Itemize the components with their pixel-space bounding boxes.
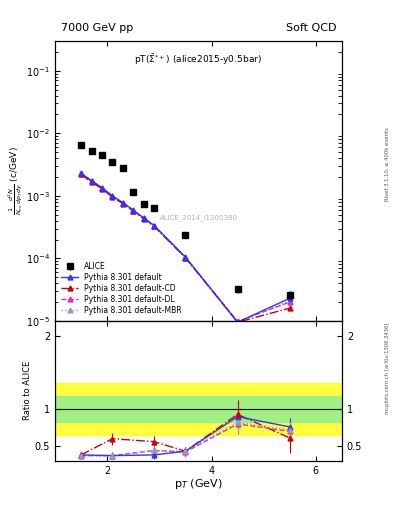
Pythia 8.301 default-CD	[131, 208, 136, 214]
Pythia 8.301 default-DL	[152, 223, 156, 229]
Pythia 8.301 default-DL	[287, 299, 292, 305]
Pythia 8.301 default-CD	[79, 172, 83, 178]
Pythia 8.301 default-MBR	[141, 215, 146, 221]
Pythia 8.301 default	[79, 170, 83, 176]
Pythia 8.301 default-CD	[141, 216, 146, 222]
Pythia 8.301 default	[183, 254, 188, 260]
Pythia 8.301 default-CD	[110, 194, 115, 200]
Pythia 8.301 default	[89, 178, 94, 184]
Text: Rivet 3.1.10, ≥ 400k events: Rivet 3.1.10, ≥ 400k events	[385, 127, 390, 201]
Pythia 8.301 default	[99, 185, 104, 191]
Pythia 8.301 default	[152, 222, 156, 228]
Pythia 8.301 default-MBR	[183, 254, 188, 260]
Pythia 8.301 default	[110, 193, 115, 199]
Pythia 8.301 default	[287, 295, 292, 301]
Pythia 8.301 default-DL	[131, 207, 136, 214]
Pythia 8.301 default-MBR	[121, 200, 125, 206]
Pythia 8.301 default-CD	[235, 319, 240, 325]
Text: Soft QCD: Soft QCD	[286, 23, 336, 33]
Bar	[55, 396, 342, 422]
Pythia 8.301 default-CD	[99, 186, 104, 192]
Pythia 8.301 default-CD	[89, 179, 94, 185]
Bar	[55, 383, 342, 435]
Text: mcplots.cern.ch [arXiv:1306.3436]: mcplots.cern.ch [arXiv:1306.3436]	[385, 323, 390, 414]
Y-axis label: Ratio to ALICE: Ratio to ALICE	[23, 361, 32, 420]
Line: Pythia 8.301 default: Pythia 8.301 default	[79, 171, 292, 325]
X-axis label: p$_{T}$ (GeV): p$_{T}$ (GeV)	[174, 477, 223, 491]
Pythia 8.301 default-CD	[287, 305, 292, 311]
Pythia 8.301 default-MBR	[152, 223, 156, 229]
Pythia 8.301 default-MBR	[131, 207, 136, 214]
Line: Pythia 8.301 default-MBR: Pythia 8.301 default-MBR	[79, 171, 292, 325]
Pythia 8.301 default	[121, 200, 125, 206]
Pythia 8.301 default	[235, 319, 240, 325]
Pythia 8.301 default-CD	[152, 223, 156, 229]
Text: 7000 GeV pp: 7000 GeV pp	[61, 23, 133, 33]
Pythia 8.301 default-MBR	[79, 170, 83, 177]
Pythia 8.301 default	[141, 215, 146, 221]
Pythia 8.301 default-MBR	[99, 185, 104, 191]
Text: pT($\bar{\Sigma}^{*+}$) (alice2015-y0.5bar): pT($\bar{\Sigma}^{*+}$) (alice2015-y0.5b…	[134, 52, 263, 67]
Pythia 8.301 default-MBR	[110, 193, 115, 199]
Pythia 8.301 default-MBR	[287, 297, 292, 304]
Pythia 8.301 default-DL	[121, 200, 125, 206]
Legend: ALICE, Pythia 8.301 default, Pythia 8.301 default-CD, Pythia 8.301 default-DL, P: ALICE, Pythia 8.301 default, Pythia 8.30…	[59, 260, 184, 317]
Pythia 8.301 default-DL	[89, 178, 94, 184]
Pythia 8.301 default-DL	[99, 185, 104, 191]
Pythia 8.301 default-CD	[121, 201, 125, 207]
Pythia 8.301 default-MBR	[235, 319, 240, 325]
Pythia 8.301 default-DL	[110, 194, 115, 200]
Pythia 8.301 default-DL	[141, 216, 146, 222]
Text: ALICE_2014_I1300380: ALICE_2014_I1300380	[160, 215, 237, 221]
Pythia 8.301 default-DL	[79, 170, 83, 177]
Line: Pythia 8.301 default-CD: Pythia 8.301 default-CD	[79, 172, 292, 325]
Pythia 8.301 default-MBR	[89, 178, 94, 184]
Pythia 8.301 default-DL	[183, 254, 188, 261]
Pythia 8.301 default-DL	[235, 318, 240, 325]
Pythia 8.301 default-CD	[183, 255, 188, 261]
Line: Pythia 8.301 default-DL: Pythia 8.301 default-DL	[79, 172, 292, 324]
Pythia 8.301 default	[131, 207, 136, 213]
Y-axis label: $\frac{1}{N_{ev}}\frac{d^{2}N}{dp_{T}dy}$ (c/GeV): $\frac{1}{N_{ev}}\frac{d^{2}N}{dp_{T}dy}…	[6, 146, 25, 216]
